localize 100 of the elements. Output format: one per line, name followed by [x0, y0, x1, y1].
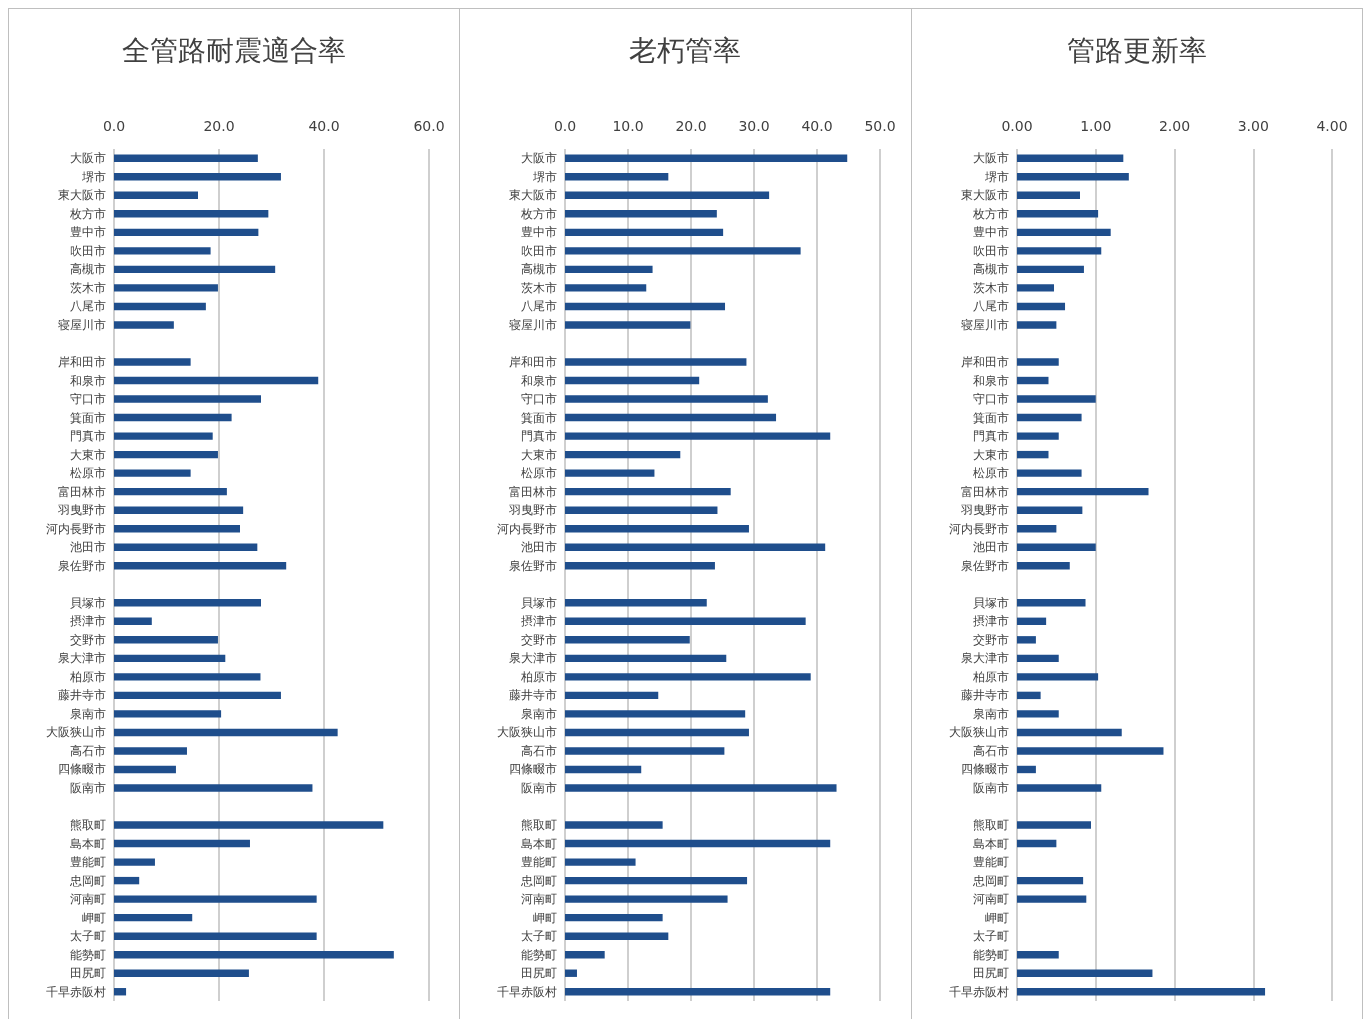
bar [565, 376, 700, 385]
bar [1016, 710, 1059, 718]
bar [114, 969, 249, 977]
y-tick-label: 交野市 [70, 632, 106, 647]
bar [565, 210, 718, 218]
bar [565, 765, 642, 774]
bar [114, 228, 259, 237]
bar [565, 302, 726, 311]
y-tick-label: 柏原市 [971, 669, 1009, 684]
bar [565, 524, 750, 533]
bar [114, 691, 281, 700]
bar [1016, 506, 1083, 514]
bar [565, 154, 848, 162]
bar [565, 950, 606, 959]
y-tick-label: 四條畷市 [960, 762, 1009, 777]
y-tick-label: 千早赤阪村 [46, 984, 106, 999]
bar [1016, 636, 1036, 644]
bar [565, 932, 669, 940]
y-tick-label: 泉大津市 [58, 651, 106, 666]
y-tick-label: 岬町 [984, 910, 1009, 925]
x-tick-label: 50.0 [864, 118, 896, 134]
y-tick-label: 河南町 [521, 892, 558, 907]
bar [565, 876, 748, 885]
x-tick-label: 10.0 [612, 118, 644, 134]
y-tick-label: 四條畷市 [58, 762, 106, 777]
bar [114, 284, 218, 292]
y-tick-label: 東大阪市 [58, 188, 106, 203]
y-tick-label: 四條畷市 [509, 762, 558, 777]
y-tick-label: 泉南市 [972, 706, 1009, 721]
y-tick-label: 羽曳野市 [508, 503, 558, 518]
bar [114, 932, 317, 940]
bar [114, 710, 222, 718]
bar [565, 821, 663, 829]
bar [565, 784, 837, 792]
y-tick-label: 高石市 [70, 743, 106, 758]
y-tick-label: 八尾市 [70, 299, 106, 314]
y-tick-label: 東大阪市 [509, 188, 558, 203]
y-tick-label: 吹田市 [972, 243, 1009, 258]
y-tick-label: 田尻町 [521, 966, 558, 981]
bar [1016, 673, 1098, 681]
x-tick-label: 3.00 [1237, 118, 1269, 134]
bar [114, 654, 226, 663]
y-tick-label: 柏原市 [520, 669, 558, 684]
bar [1016, 210, 1098, 218]
bar [114, 524, 240, 533]
y-tick-label: 貝塚市 [521, 595, 558, 610]
bar [114, 265, 276, 274]
bar [1016, 191, 1080, 200]
y-tick-label: 松原市 [70, 466, 106, 481]
bar [1016, 691, 1041, 700]
y-tick-label: 堺市 [532, 169, 558, 184]
bar [1016, 524, 1057, 533]
bar [565, 913, 663, 922]
y-tick-label: 大東市 [70, 447, 106, 462]
bar [565, 988, 831, 996]
y-tick-label: 田尻町 [70, 966, 106, 981]
bar [114, 321, 174, 329]
y-tick-label: 大東市 [972, 447, 1009, 462]
y-tick-label: 岸和田市 [509, 355, 558, 369]
y-tick-label: 豊能町 [972, 855, 1009, 870]
y-tick-label: 吹田市 [521, 243, 558, 258]
bar [1016, 784, 1101, 792]
bar [565, 691, 659, 700]
y-tick-label: 熊取町 [972, 818, 1009, 833]
y-tick-label: 八尾市 [521, 299, 558, 314]
bar [114, 376, 319, 385]
bar [114, 191, 198, 200]
y-tick-label: 摂津市 [972, 614, 1009, 629]
bar [114, 895, 317, 903]
bar [1016, 302, 1065, 311]
y-tick-label: 島本町 [70, 836, 106, 851]
x-tick-label: 30.0 [738, 118, 770, 134]
y-tick-label: 枚方市 [971, 206, 1009, 221]
y-tick-label: 泉佐野市 [58, 558, 106, 573]
y-tick-label: 千早赤阪村 [948, 984, 1009, 999]
y-tick-label: 太子町 [521, 929, 558, 944]
bar [565, 636, 691, 644]
y-tick-label: 門真市 [972, 429, 1009, 444]
y-tick-label: 羽曳野市 [57, 503, 106, 518]
y-tick-label: 泉大津市 [960, 651, 1009, 666]
y-tick-label: 豊能町 [521, 855, 558, 870]
y-tick-label: 岸和田市 [960, 355, 1009, 369]
y-tick-label: 池田市 [972, 540, 1009, 555]
y-tick-label: 河内長野市 [497, 521, 558, 536]
y-tick-label: 松原市 [972, 466, 1009, 481]
y-tick-label: 茨木市 [972, 280, 1009, 295]
bar [1016, 821, 1091, 829]
y-tick-label: 忠岡町 [69, 873, 106, 888]
bar [1016, 413, 1082, 422]
bar [1016, 173, 1129, 181]
bar [114, 765, 176, 774]
y-tick-label: 豊中市 [70, 225, 106, 240]
y-tick-label: 太子町 [70, 929, 106, 944]
x-tick-label: 60.0 [413, 118, 445, 134]
x-tick-label: 20.0 [203, 118, 235, 134]
bar [565, 728, 750, 737]
y-tick-label: 河南町 [972, 892, 1009, 907]
y-tick-label: 茨木市 [521, 280, 558, 295]
y-tick-label: 和泉市 [972, 373, 1009, 388]
bar [114, 154, 258, 162]
